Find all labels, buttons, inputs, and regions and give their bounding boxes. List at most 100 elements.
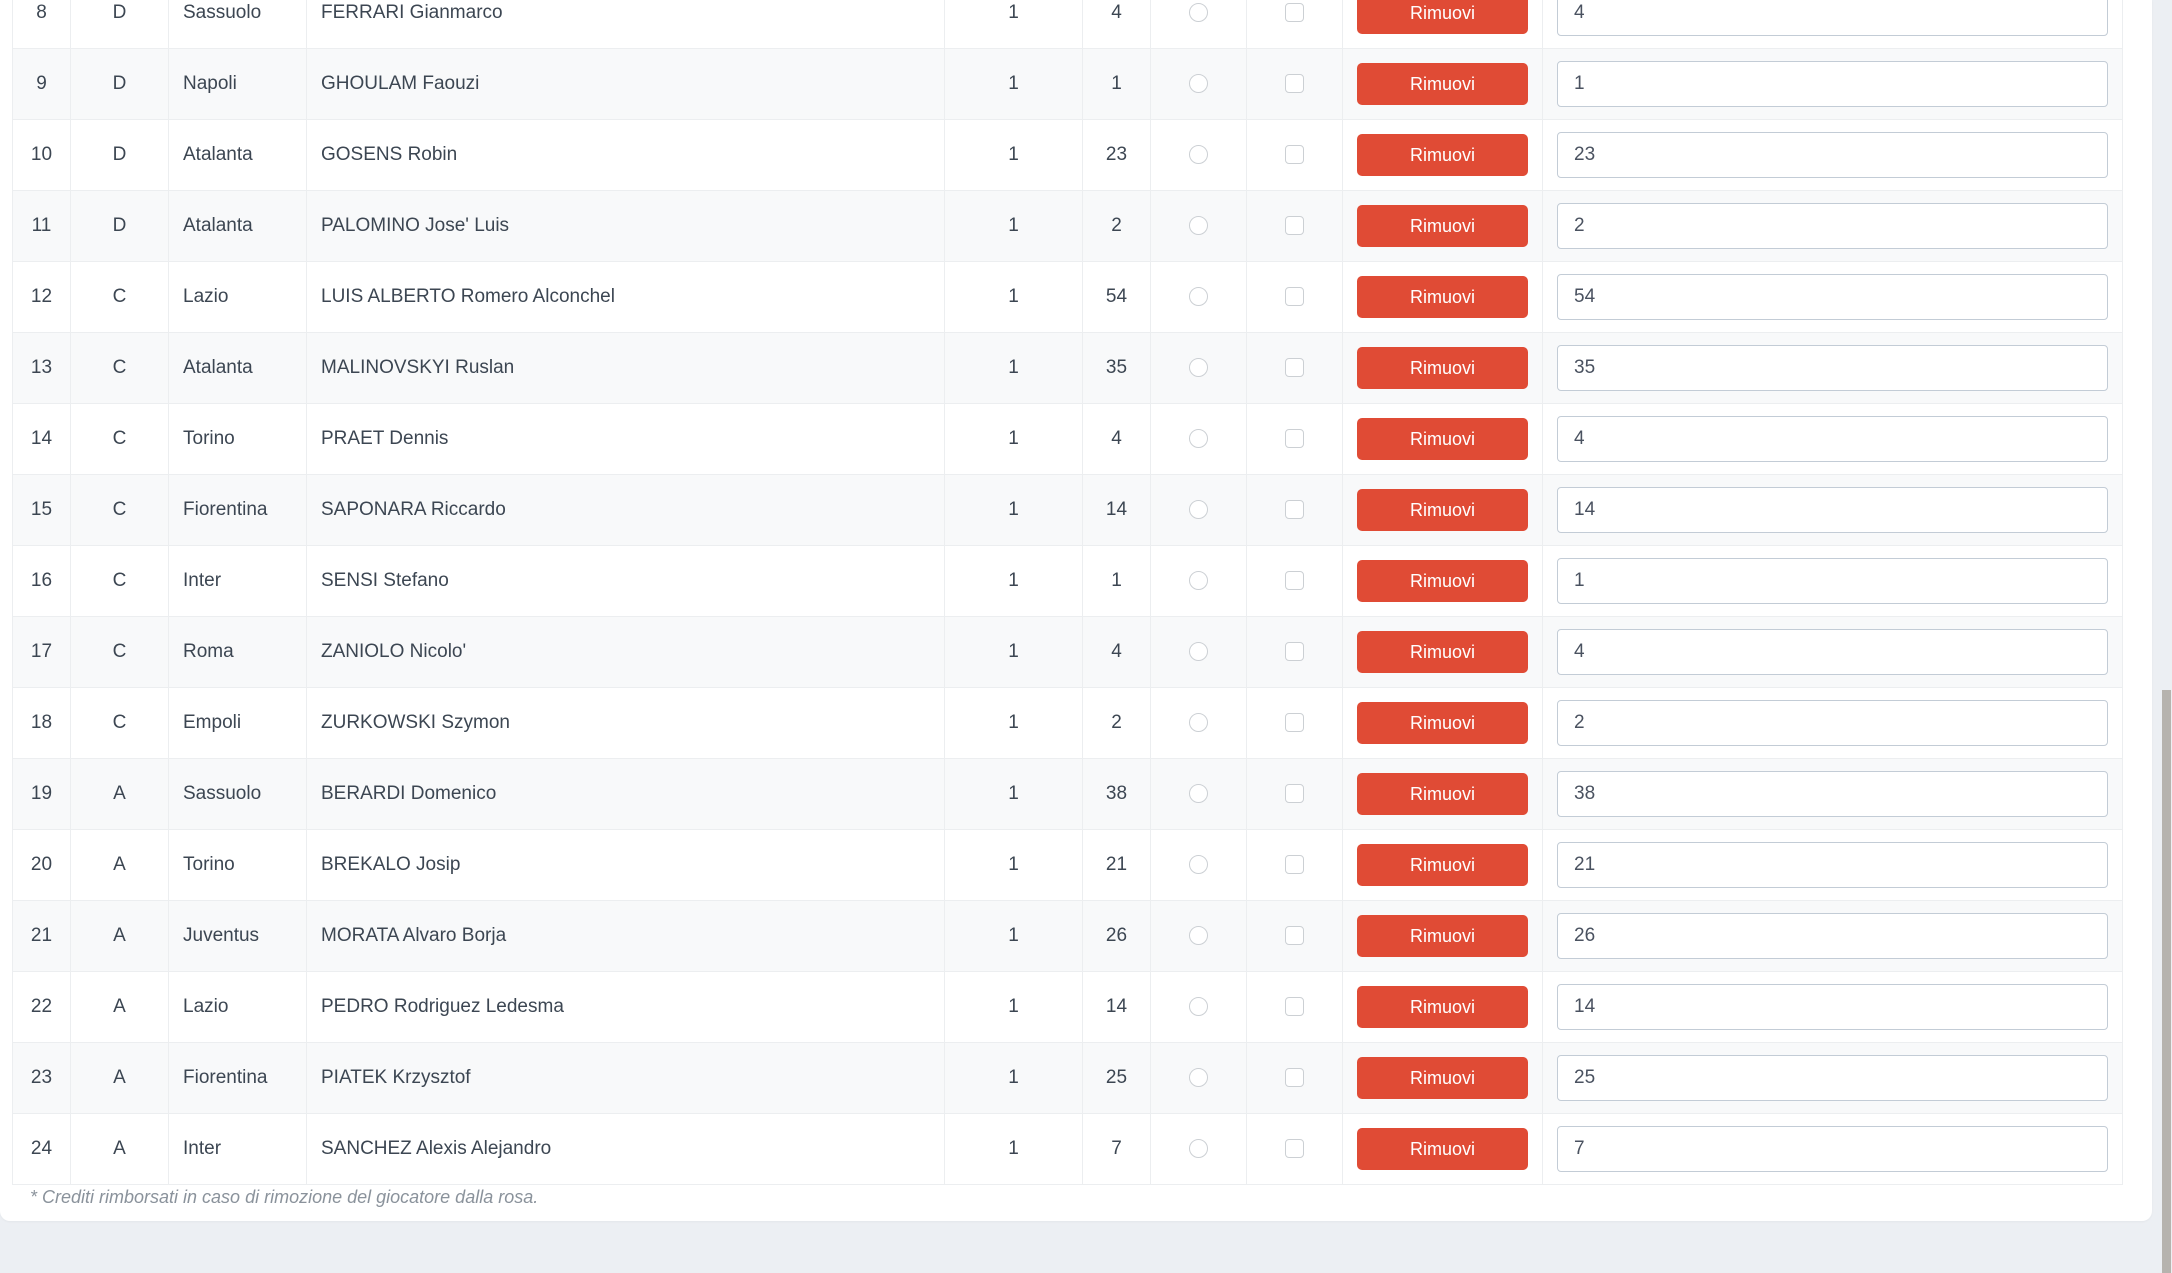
radio-cell[interactable] — [1150, 687, 1247, 759]
checkbox-cell[interactable] — [1246, 190, 1343, 262]
refund-credits-input[interactable] — [1557, 132, 2108, 178]
checkbox-unchecked-icon[interactable] — [1285, 429, 1304, 449]
refund-credits-input[interactable] — [1557, 203, 2108, 249]
checkbox-cell[interactable] — [1246, 119, 1343, 191]
radio-unchecked-icon[interactable] — [1189, 997, 1208, 1017]
checkbox-unchecked-icon[interactable] — [1285, 642, 1304, 662]
checkbox-unchecked-icon[interactable] — [1285, 784, 1304, 804]
radio-unchecked-icon[interactable] — [1189, 74, 1208, 94]
refund-credits-input[interactable] — [1557, 842, 2108, 888]
radio-unchecked-icon[interactable] — [1189, 358, 1208, 378]
remove-player-button[interactable]: Rimuovi — [1357, 631, 1528, 673]
radio-unchecked-icon[interactable] — [1189, 1139, 1208, 1159]
remove-player-button[interactable]: Rimuovi — [1357, 63, 1528, 105]
radio-unchecked-icon[interactable] — [1189, 429, 1208, 449]
refund-credits-input[interactable] — [1557, 274, 2108, 320]
refund-credits-input[interactable] — [1557, 700, 2108, 746]
radio-cell[interactable] — [1150, 758, 1247, 830]
refund-credits-input[interactable] — [1557, 629, 2108, 675]
checkbox-unchecked-icon[interactable] — [1285, 500, 1304, 520]
radio-cell[interactable] — [1150, 616, 1247, 688]
checkbox-unchecked-icon[interactable] — [1285, 3, 1304, 23]
radio-unchecked-icon[interactable] — [1189, 145, 1208, 165]
radio-cell[interactable] — [1150, 1113, 1247, 1185]
checkbox-cell[interactable] — [1246, 900, 1343, 972]
remove-player-button[interactable]: Rimuovi — [1357, 1057, 1528, 1099]
radio-cell[interactable] — [1150, 829, 1247, 901]
checkbox-cell[interactable] — [1246, 1042, 1343, 1114]
refund-credits-input[interactable] — [1557, 416, 2108, 462]
remove-player-button[interactable]: Rimuovi — [1357, 915, 1528, 957]
radio-cell[interactable] — [1150, 403, 1247, 475]
radio-cell[interactable] — [1150, 900, 1247, 972]
refund-credits-input[interactable] — [1557, 558, 2108, 604]
radio-cell[interactable] — [1150, 190, 1247, 262]
remove-player-button[interactable]: Rimuovi — [1357, 347, 1528, 389]
remove-player-button[interactable]: Rimuovi — [1357, 773, 1528, 815]
radio-cell[interactable] — [1150, 48, 1247, 120]
radio-cell[interactable] — [1150, 1042, 1247, 1114]
page-scrollbar-track[interactable] — [2155, 0, 2172, 1273]
checkbox-cell[interactable] — [1246, 616, 1343, 688]
checkbox-unchecked-icon[interactable] — [1285, 287, 1304, 307]
refund-credits-input[interactable] — [1557, 61, 2108, 107]
refund-credits-input[interactable] — [1557, 1055, 2108, 1101]
page-scrollbar-thumb[interactable] — [2162, 690, 2171, 1273]
radio-unchecked-icon[interactable] — [1189, 855, 1208, 875]
radio-unchecked-icon[interactable] — [1189, 500, 1208, 520]
radio-cell[interactable] — [1150, 0, 1247, 49]
checkbox-unchecked-icon[interactable] — [1285, 997, 1304, 1017]
radio-cell[interactable] — [1150, 119, 1247, 191]
radio-unchecked-icon[interactable] — [1189, 642, 1208, 662]
checkbox-unchecked-icon[interactable] — [1285, 145, 1304, 165]
checkbox-cell[interactable] — [1246, 0, 1343, 49]
radio-unchecked-icon[interactable] — [1189, 784, 1208, 804]
checkbox-cell[interactable] — [1246, 261, 1343, 333]
remove-player-button[interactable]: Rimuovi — [1357, 702, 1528, 744]
checkbox-cell[interactable] — [1246, 1113, 1343, 1185]
remove-player-button[interactable]: Rimuovi — [1357, 205, 1528, 247]
radio-cell[interactable] — [1150, 261, 1247, 333]
checkbox-cell[interactable] — [1246, 474, 1343, 546]
checkbox-cell[interactable] — [1246, 758, 1343, 830]
checkbox-cell[interactable] — [1246, 971, 1343, 1043]
remove-player-button[interactable]: Rimuovi — [1357, 134, 1528, 176]
refund-credits-input[interactable] — [1557, 487, 2108, 533]
remove-player-button[interactable]: Rimuovi — [1357, 489, 1528, 531]
refund-credits-input[interactable] — [1557, 1126, 2108, 1172]
checkbox-cell[interactable] — [1246, 545, 1343, 617]
remove-player-button[interactable]: Rimuovi — [1357, 560, 1528, 602]
refund-credits-input[interactable] — [1557, 913, 2108, 959]
remove-player-button[interactable]: Rimuovi — [1357, 1128, 1528, 1170]
radio-unchecked-icon[interactable] — [1189, 287, 1208, 307]
radio-cell[interactable] — [1150, 474, 1247, 546]
radio-unchecked-icon[interactable] — [1189, 3, 1208, 23]
checkbox-cell[interactable] — [1246, 48, 1343, 120]
checkbox-cell[interactable] — [1246, 687, 1343, 759]
remove-player-button[interactable]: Rimuovi — [1357, 844, 1528, 886]
checkbox-unchecked-icon[interactable] — [1285, 926, 1304, 946]
refund-credits-input[interactable] — [1557, 0, 2108, 36]
checkbox-cell[interactable] — [1246, 829, 1343, 901]
checkbox-unchecked-icon[interactable] — [1285, 571, 1304, 591]
refund-credits-input[interactable] — [1557, 984, 2108, 1030]
checkbox-cell[interactable] — [1246, 403, 1343, 475]
radio-unchecked-icon[interactable] — [1189, 571, 1208, 591]
checkbox-unchecked-icon[interactable] — [1285, 1068, 1304, 1088]
remove-player-button[interactable]: Rimuovi — [1357, 0, 1528, 34]
remove-player-button[interactable]: Rimuovi — [1357, 418, 1528, 460]
radio-cell[interactable] — [1150, 971, 1247, 1043]
radio-unchecked-icon[interactable] — [1189, 216, 1208, 236]
checkbox-cell[interactable] — [1246, 332, 1343, 404]
radio-cell[interactable] — [1150, 545, 1247, 617]
radio-unchecked-icon[interactable] — [1189, 713, 1208, 733]
radio-unchecked-icon[interactable] — [1189, 926, 1208, 946]
refund-credits-input[interactable] — [1557, 345, 2108, 391]
radio-unchecked-icon[interactable] — [1189, 1068, 1208, 1088]
refund-credits-input[interactable] — [1557, 771, 2108, 817]
checkbox-unchecked-icon[interactable] — [1285, 855, 1304, 875]
checkbox-unchecked-icon[interactable] — [1285, 713, 1304, 733]
radio-cell[interactable] — [1150, 332, 1247, 404]
remove-player-button[interactable]: Rimuovi — [1357, 986, 1528, 1028]
checkbox-unchecked-icon[interactable] — [1285, 1139, 1304, 1159]
